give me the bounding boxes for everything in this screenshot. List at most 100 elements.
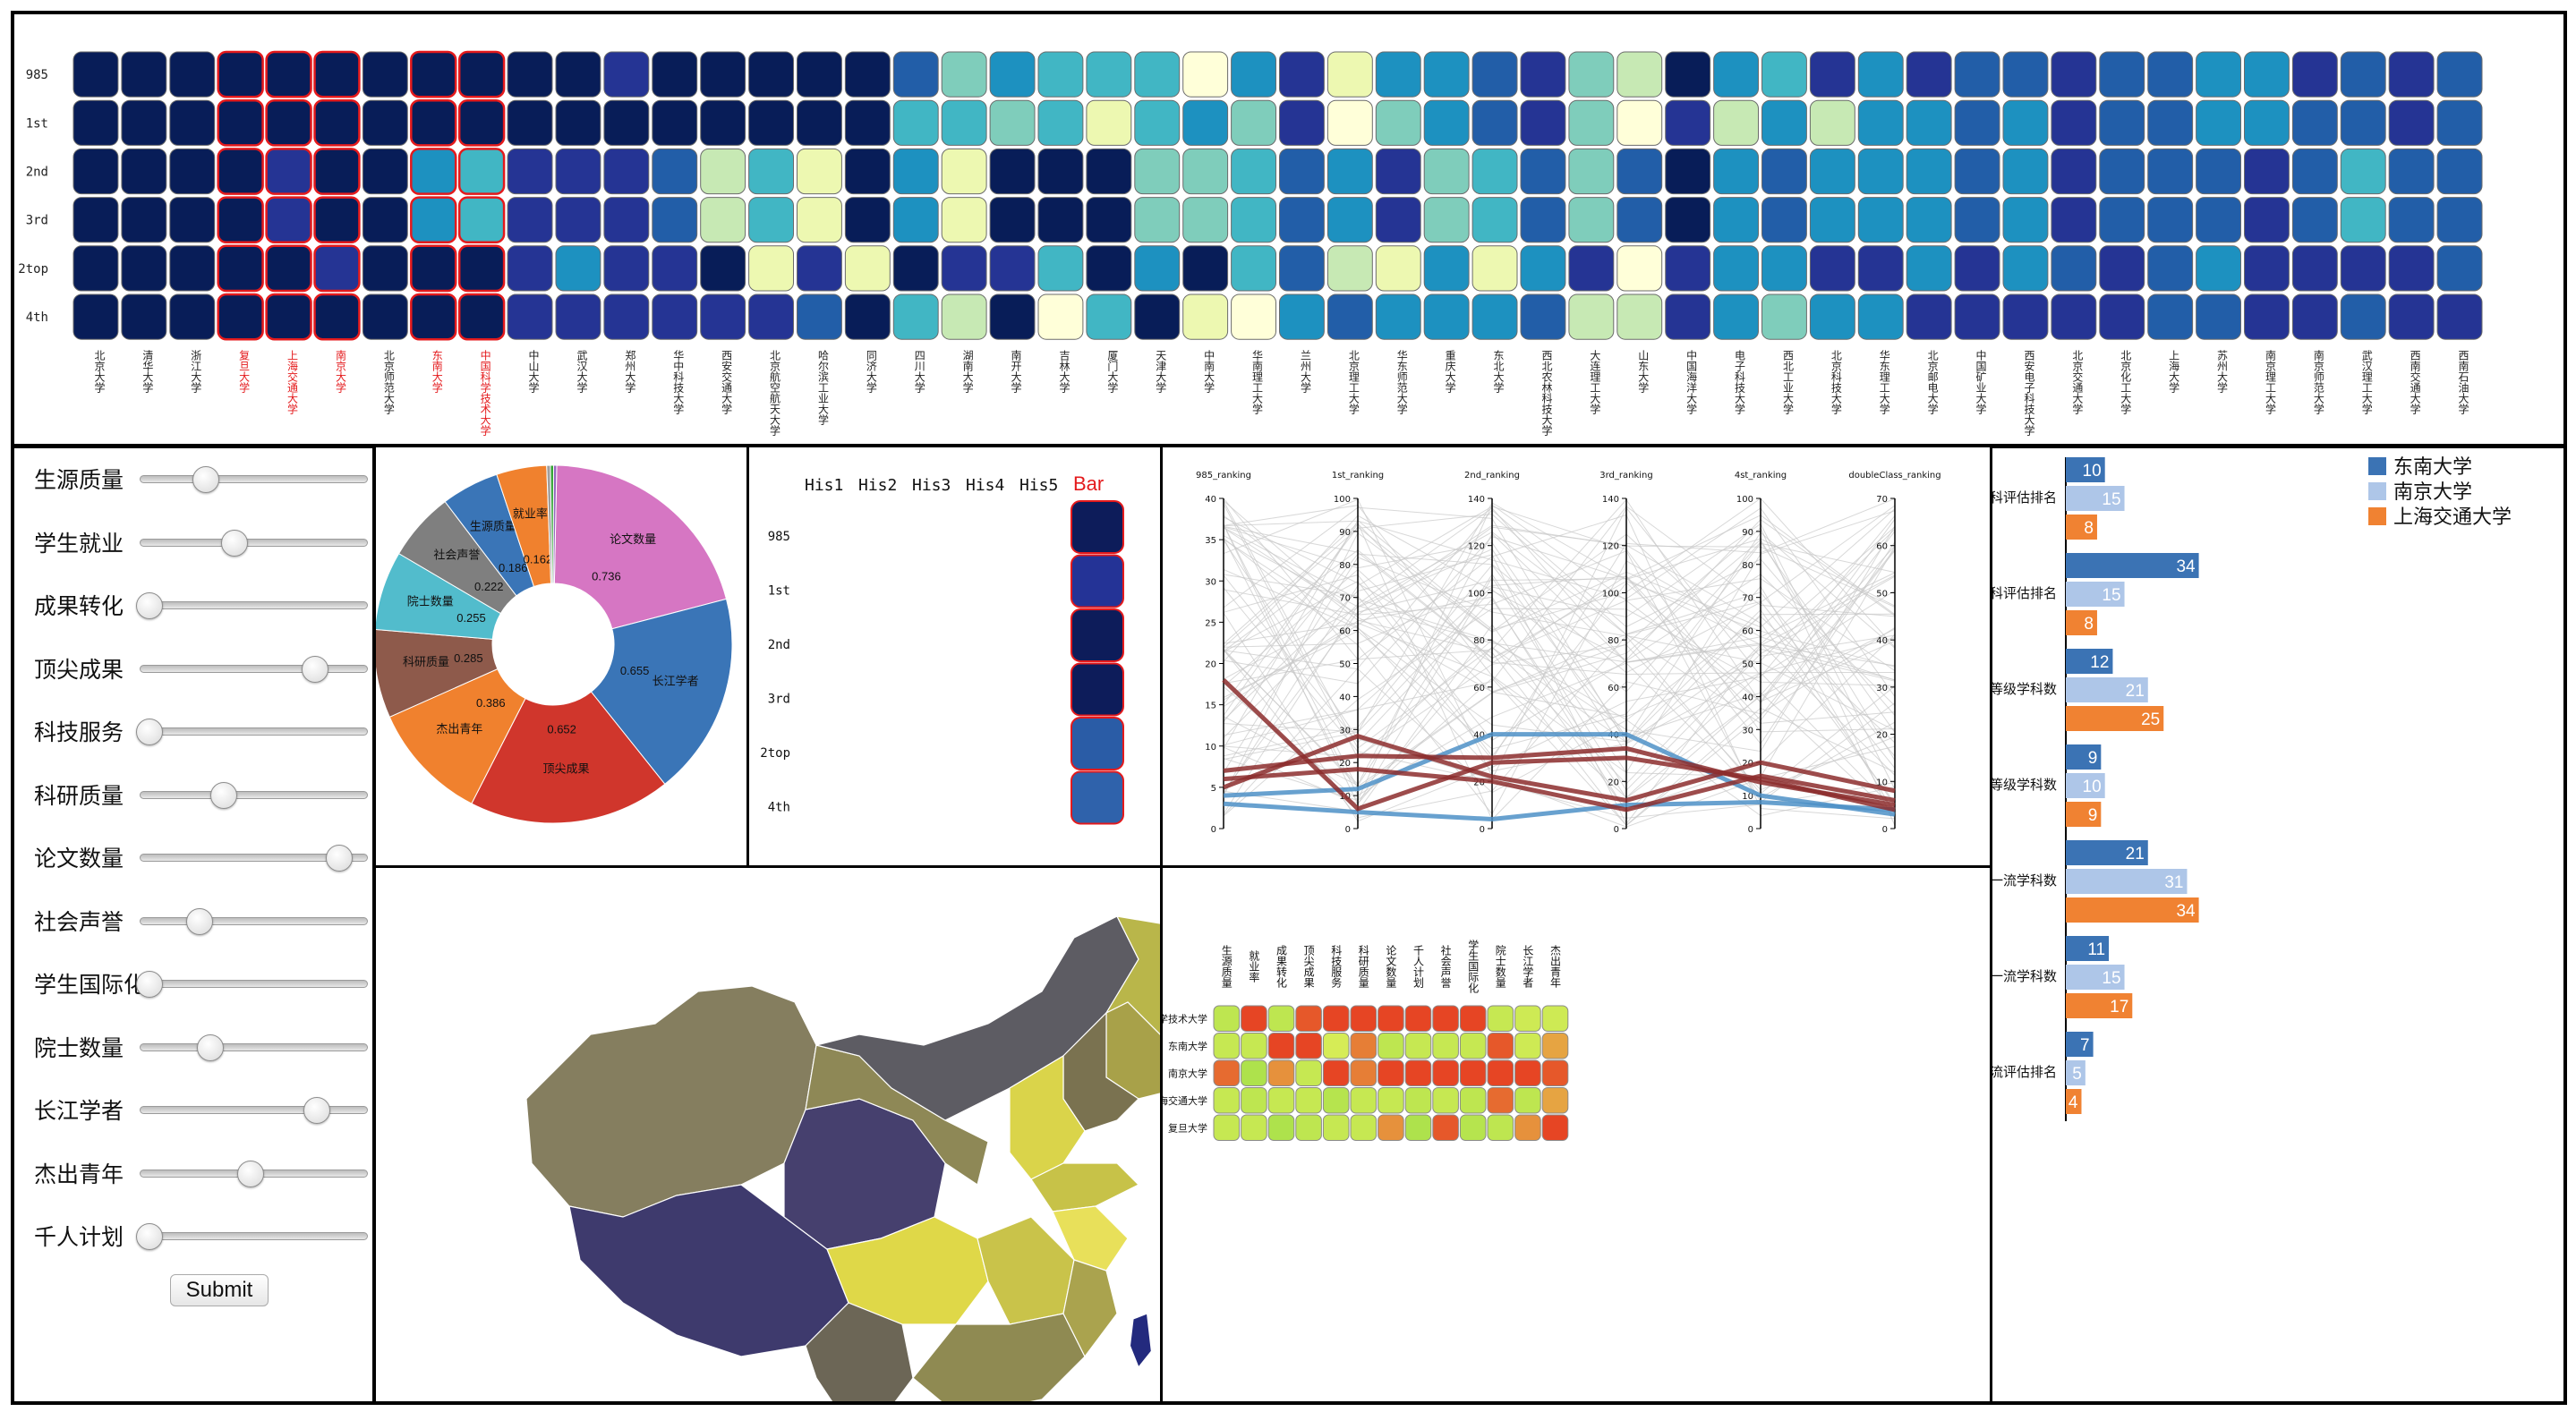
heatmap-col-label: 北京师范大学 [382,350,395,414]
heatmap-cell [1471,51,1518,98]
province-hunan [977,1216,1075,1325]
province-yunnan [805,1302,914,1401]
slider-thumb[interactable] [192,466,219,493]
heatmap-cell [1665,293,1711,340]
heatmap-col-label: 厦门大学 [1106,350,1119,393]
submit-button[interactable]: Submit [170,1274,269,1306]
heatmap-cell [748,51,794,98]
donut-value-label: 0.255 [456,611,486,625]
heatmap-col-label: 西安交通大学 [721,350,733,414]
heatmap-cell [1713,99,1759,146]
heatmap-cell [1231,51,1276,98]
heatmap-cell [1761,148,1807,195]
heatmap-cell [2147,148,2194,195]
heatmap-cell [2002,197,2049,243]
slider-thumb[interactable] [136,971,163,998]
bar-category-label: 双一流评估排名 [1992,1064,2057,1080]
heatmap-cell [2002,99,2049,146]
heatmap-cell [892,293,939,340]
heatmap-cell [1665,51,1711,98]
china-map [525,915,1160,1401]
slider-track[interactable] [140,854,368,862]
matrix-cell [1378,1005,1404,1032]
heatmap-cell [2340,148,2386,195]
bar [2066,553,2199,578]
slider-thumb[interactable] [136,719,163,745]
slider-row: 千人计划 [34,1218,372,1254]
slider-track[interactable] [140,1106,368,1114]
matrix-cell [1350,1059,1378,1086]
slider-thumb[interactable] [186,907,214,935]
slider-track[interactable] [140,538,368,547]
bar [2066,649,2113,674]
heatmap-col-label: 中国矿业大学 [1975,349,1987,414]
slider-thumb[interactable] [196,1033,224,1061]
heatmap-cell [1375,197,1421,243]
heatmap-cell [1182,197,1229,243]
slider-track[interactable] [140,475,368,483]
heatmap-col-label: 西南交通大学 [2409,350,2421,414]
slider-track[interactable] [140,601,368,609]
heatmap-cell [941,51,987,98]
heatmap-cell [2244,51,2290,98]
context-line [1223,509,1896,816]
slider-track[interactable] [140,980,368,988]
heatmap-cell [507,99,553,146]
heatmap-col-label: 南京理工大学 [2264,349,2276,414]
parallel-tick-label: 20 [1876,731,1888,741]
slider-track[interactable] [140,664,368,673]
slider-label: 社会声誉 [34,908,124,935]
donut-slice [471,691,666,824]
context-line [1223,506,1896,780]
context-line [1223,538,1896,815]
heatmap-cell [2340,197,2386,243]
slider-thumb[interactable] [301,655,328,683]
matrix-cell [1404,1087,1432,1114]
heatmap-cell [652,148,698,195]
slider-thumb[interactable] [236,1160,264,1187]
heatmap-col-label: 武汉大学 [576,350,588,393]
slider-thumb[interactable] [303,1097,330,1124]
slider-track[interactable] [140,727,368,736]
heatmap-col-label: 天津大学 [1155,350,1167,393]
matrix-row-label: 中国科学技术大学 [1163,1012,1207,1025]
context-line [1223,503,1896,759]
university-heatmap: 985 1st 2nd 3rd 2top 4th 北京大学 清华大学 浙江大学 复旦大学 上海交通大… [18,50,2483,436]
heatmap-cell [1086,51,1132,98]
heatmap-cell [2244,293,2290,340]
slider-thumb[interactable] [136,1223,163,1250]
heatmap-cell [844,293,891,340]
heatmap-cell [1906,51,1952,98]
heatmap-cell [1375,245,1421,292]
heatmap-cell [73,148,119,195]
heatmap-col-label: 东南大学 [431,350,443,393]
heatmap-cell [169,51,216,98]
heatmap-cell [603,293,650,340]
heatmap-cell [2388,148,2435,195]
heatmap-cell [1761,99,1807,146]
parallel-tick-label: 70 [1339,594,1351,604]
heatmap-cell [1857,293,1904,340]
slider-row: 社会声誉 [34,903,372,939]
slider-thumb[interactable] [325,845,353,872]
matrix-column-label: 生源质量 [1220,945,1233,988]
slider-track[interactable] [140,790,368,799]
slider-track[interactable] [140,916,368,925]
heatmap-cell [217,244,264,293]
heatmap-cell [1665,99,1711,146]
heatmap-cell [2196,293,2242,340]
context-line [1223,581,1896,758]
matrix-cell [1487,1059,1514,1086]
parallel-axis-title: 3rd_ranking [1599,471,1652,481]
heatmap-cell [1857,245,1904,292]
matrix-cell [1295,1059,1322,1086]
slider-track[interactable] [140,1042,368,1051]
parallel-tick-label: 90 [1339,528,1351,538]
heatmap-col-label: 苏州大学 [2216,350,2229,393]
slider-track[interactable] [140,1232,368,1240]
slider-thumb[interactable] [220,529,248,557]
slider-thumb[interactable] [210,781,238,809]
matrix-cell [1404,1033,1432,1059]
bar-value-label: 9 [2088,749,2098,768]
slider-thumb[interactable] [136,592,163,619]
